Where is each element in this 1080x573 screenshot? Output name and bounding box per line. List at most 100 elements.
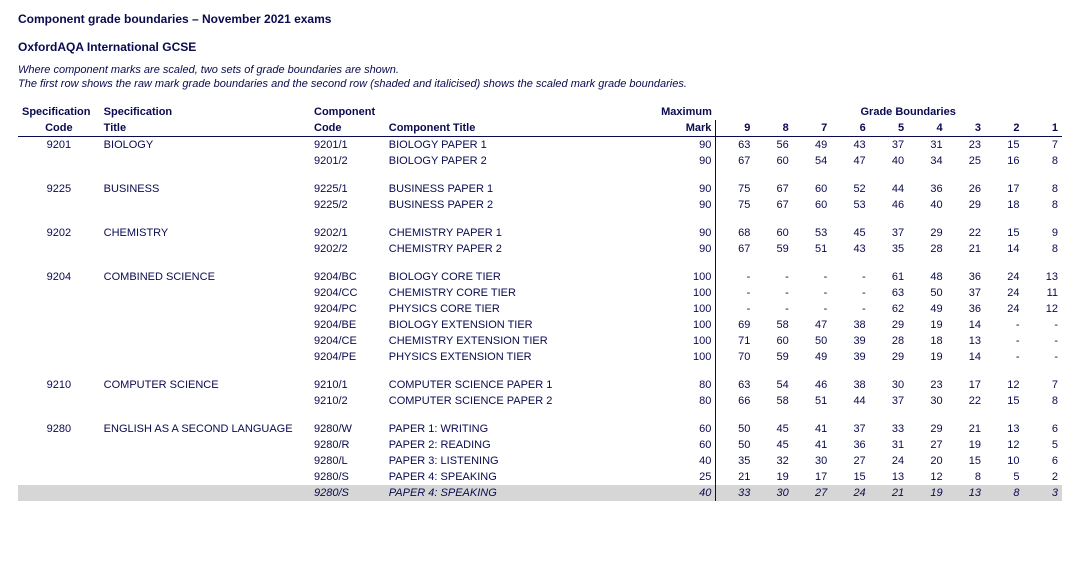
cell-grade: 35: [716, 453, 754, 469]
cell-grade: -: [831, 301, 869, 317]
cell-comp-title: COMPUTER SCIENCE PAPER 2: [385, 393, 652, 409]
cell-grade: 17: [985, 181, 1023, 197]
cell-max-mark: 100: [652, 269, 716, 285]
cell-grade: 33: [870, 421, 908, 437]
grade-boundaries-table: Specification Specification Component Ma…: [18, 104, 1062, 501]
cell-grade: 56: [754, 137, 792, 154]
cell-grade: 35: [870, 241, 908, 257]
cell-grade: 19: [908, 317, 946, 333]
cell-grade: 50: [793, 333, 831, 349]
cell-grade: 15: [947, 453, 985, 469]
cell-grade: 37: [947, 285, 985, 301]
cell-grade: 69: [716, 317, 754, 333]
hdr-spec-code: Code: [18, 120, 100, 137]
group-gap: [18, 169, 1062, 181]
cell-grade: 36: [908, 181, 946, 197]
cell-grade: 60: [793, 197, 831, 213]
cell-grade: 13: [985, 421, 1023, 437]
cell-spec-code: 9225: [18, 181, 100, 197]
cell-grade: 30: [754, 485, 792, 501]
cell-comp-title: BIOLOGY CORE TIER: [385, 269, 652, 285]
hdr-comp-title: Component Title: [385, 120, 652, 137]
cell-comp-title: PAPER 2: READING: [385, 437, 652, 453]
cell-spec-title: [100, 453, 310, 469]
cell-grade: 63: [716, 137, 754, 154]
cell-grade: 49: [793, 137, 831, 154]
cell-grade: -: [985, 349, 1023, 365]
cell-grade: 8: [985, 485, 1023, 501]
cell-grade: 75: [716, 197, 754, 213]
cell-grade: 68: [716, 225, 754, 241]
cell-grade: 15: [985, 225, 1023, 241]
cell-max-mark: 90: [652, 181, 716, 197]
cell-spec-code: 9280: [18, 421, 100, 437]
cell-grade: 40: [870, 153, 908, 169]
cell-comp-code: 9204/CC: [310, 285, 385, 301]
table-row: 9280/SPAPER 4: SPEAKING40333027242119138…: [18, 485, 1062, 501]
group-gap: [18, 409, 1062, 421]
cell-grade: 39: [831, 349, 869, 365]
cell-grade: -: [716, 285, 754, 301]
cell-grade: 36: [947, 269, 985, 285]
cell-comp-title: BIOLOGY PAPER 2: [385, 153, 652, 169]
cell-max-mark: 60: [652, 421, 716, 437]
hdr-g3: 3: [947, 120, 985, 137]
cell-grade: 45: [754, 421, 792, 437]
cell-grade: 19: [754, 469, 792, 485]
cell-spec-title: [100, 285, 310, 301]
hdr-g7: 7: [793, 120, 831, 137]
cell-spec-title: CHEMISTRY: [100, 225, 310, 241]
cell-grade: 53: [793, 225, 831, 241]
cell-grade: 53: [831, 197, 869, 213]
cell-grade: -: [754, 285, 792, 301]
cell-spec-code: [18, 333, 100, 349]
cell-grade: 8: [947, 469, 985, 485]
hdr-mark: Mark: [652, 120, 716, 137]
cell-grade: 12: [908, 469, 946, 485]
cell-max-mark: 100: [652, 349, 716, 365]
cell-grade: 59: [754, 349, 792, 365]
hdr-g6: 6: [831, 120, 869, 137]
cell-grade: 67: [716, 153, 754, 169]
cell-grade: 29: [908, 225, 946, 241]
table-row: 9204/BEBIOLOGY EXTENSION TIER10069584738…: [18, 317, 1062, 333]
cell-grade: 21: [947, 241, 985, 257]
table-row: 9204/PCPHYSICS CORE TIER100----624936241…: [18, 301, 1062, 317]
cell-grade: -: [1024, 333, 1063, 349]
cell-grade: 10: [985, 453, 1023, 469]
cell-grade: 24: [831, 485, 869, 501]
cell-comp-code: 9225/1: [310, 181, 385, 197]
cell-grade: 63: [716, 377, 754, 393]
cell-max-mark: 60: [652, 437, 716, 453]
cell-spec-code: [18, 301, 100, 317]
cell-grade: -: [793, 269, 831, 285]
cell-comp-code: 9202/1: [310, 225, 385, 241]
cell-comp-title: CHEMISTRY CORE TIER: [385, 285, 652, 301]
table-row: 9201/2BIOLOGY PAPER 29067605447403425168: [18, 153, 1062, 169]
cell-grade: -: [985, 317, 1023, 333]
cell-grade: 39: [831, 333, 869, 349]
table-row: 9202/2CHEMISTRY PAPER 290675951433528211…: [18, 241, 1062, 257]
cell-comp-title: BIOLOGY PAPER 1: [385, 137, 652, 154]
cell-grade: 51: [793, 241, 831, 257]
cell-grade: 60: [793, 181, 831, 197]
cell-comp-code: 9280/W: [310, 421, 385, 437]
cell-comp-title: COMPUTER SCIENCE PAPER 1: [385, 377, 652, 393]
cell-spec-code: 9201: [18, 137, 100, 154]
cell-max-mark: 100: [652, 301, 716, 317]
cell-grade: 28: [870, 333, 908, 349]
cell-spec-title: [100, 153, 310, 169]
cell-grade: 40: [908, 197, 946, 213]
hdr-g5: 5: [870, 120, 908, 137]
cell-grade: 20: [908, 453, 946, 469]
hdr-comp-code: Code: [310, 120, 385, 137]
note-line-1: Where component marks are scaled, two se…: [18, 64, 1062, 76]
table-row: 9204COMBINED SCIENCE9204/BCBIOLOGY CORE …: [18, 269, 1062, 285]
cell-grade: 7: [1024, 137, 1063, 154]
cell-max-mark: 90: [652, 197, 716, 213]
cell-spec-title: BIOLOGY: [100, 137, 310, 154]
cell-grade: 22: [947, 225, 985, 241]
cell-spec-code: [18, 453, 100, 469]
cell-comp-code: 9210/2: [310, 393, 385, 409]
cell-grade: 61: [870, 269, 908, 285]
